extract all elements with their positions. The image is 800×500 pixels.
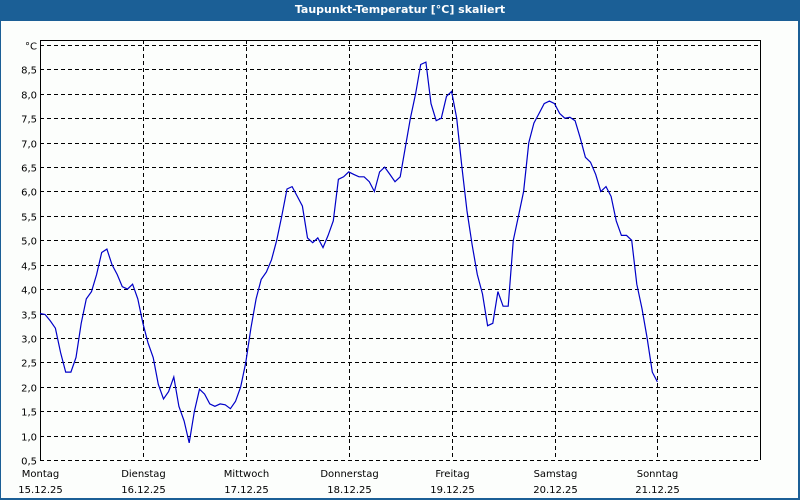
- x-tick-day: Samstag: [534, 469, 578, 480]
- x-tick-day: Montag: [22, 469, 59, 480]
- x-tick-date: 19.12.25: [430, 485, 475, 496]
- y-tick-label: 3,0: [21, 335, 37, 346]
- x-tick-date: 20.12.25: [533, 485, 578, 496]
- y-tick-label: 8,0: [21, 91, 37, 102]
- y-tick-label: 7,5: [21, 115, 37, 126]
- x-tick-date: 17.12.25: [224, 485, 269, 496]
- x-tick-day: Donnerstag: [320, 469, 378, 480]
- x-tick-date: 16.12.25: [121, 485, 166, 496]
- y-tick-label: 0,5: [21, 457, 37, 468]
- y-tick-label: 4,0: [21, 286, 37, 297]
- y-tick-label: 1,5: [21, 408, 37, 419]
- y-tick-label: 1,0: [21, 433, 37, 444]
- x-tick-date: 18.12.25: [327, 485, 372, 496]
- y-tick-label: °C: [25, 42, 37, 53]
- y-tick-label: 5,5: [21, 213, 37, 224]
- y-tick-label: 4,5: [21, 262, 37, 273]
- x-tick-day: Dienstag: [121, 469, 166, 480]
- y-tick-label: 7,0: [21, 140, 37, 151]
- y-tick-label: 6,0: [21, 188, 37, 199]
- y-tick-label: 6,5: [21, 164, 37, 175]
- x-tick-date: 21.12.25: [635, 485, 680, 496]
- y-tick-label: 3,5: [21, 311, 37, 322]
- chart-panel: [1, 21, 798, 498]
- y-tick-label: 5,0: [21, 237, 37, 248]
- y-tick-label: 8,5: [21, 66, 37, 77]
- x-tick-day: Sonntag: [637, 469, 679, 480]
- y-tick-label: 2,0: [21, 384, 37, 395]
- y-tick-label: 2,5: [21, 359, 37, 370]
- x-tick-day: Freitag: [435, 469, 469, 480]
- x-tick-date: 15.12.25: [18, 485, 63, 496]
- x-tick-day: Mittwoch: [224, 469, 269, 480]
- window-title: Taupunkt-Temperatur [°C] skaliert: [294, 3, 506, 16]
- data-series-line: [39, 61, 658, 444]
